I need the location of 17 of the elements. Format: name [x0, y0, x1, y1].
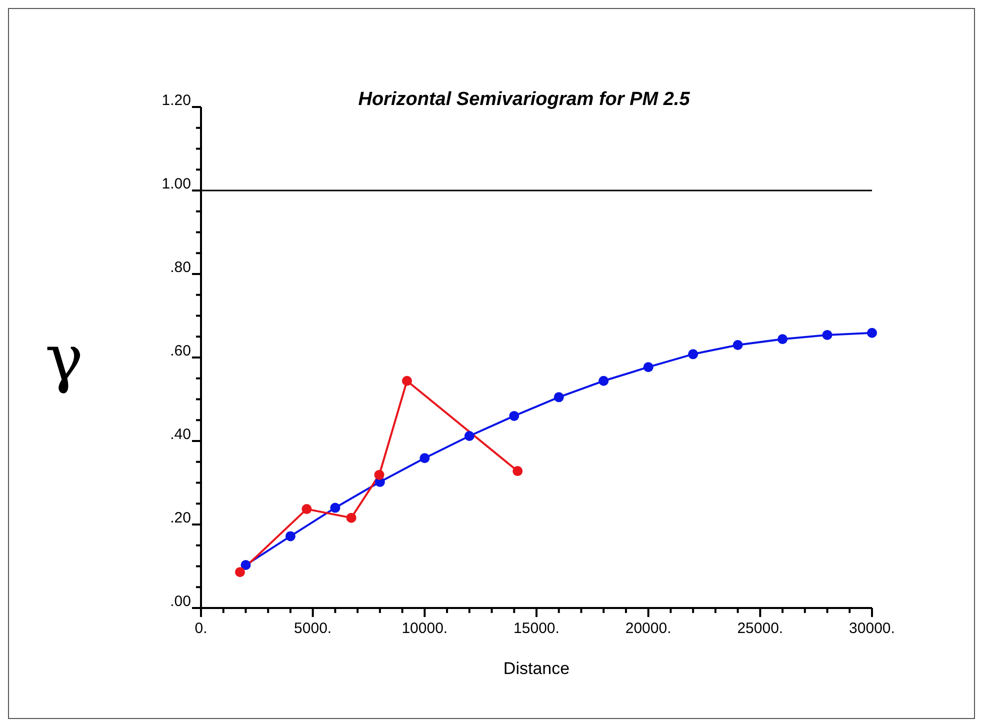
x-axis-title: Distance [503, 659, 570, 678]
x-tick-label: 20000. [625, 620, 672, 637]
x-tick-label: 10000. [402, 620, 448, 637]
x-tick-label: 0. [194, 620, 208, 637]
y-tick-label: 1.20 [162, 92, 191, 109]
y-tick-label: .80 [170, 259, 191, 276]
y-axis-title: γ [45, 322, 84, 396]
x-tick-label: 30000. [849, 620, 895, 637]
x-tick-label: 25000. [737, 620, 784, 637]
y-tick-label: .60 [170, 342, 191, 360]
y-tick-label: .40 [170, 426, 191, 443]
x-tick-label: 15000. [514, 620, 560, 637]
y-tick-label: .00 [170, 593, 191, 610]
chart-title: Horizontal Semivariogram for PM 2.5 [357, 89, 691, 111]
x-tick-label: 5000. [294, 620, 332, 637]
y-tick-label: 1.00 [162, 176, 191, 192]
y-tick-label: .20 [170, 510, 191, 526]
